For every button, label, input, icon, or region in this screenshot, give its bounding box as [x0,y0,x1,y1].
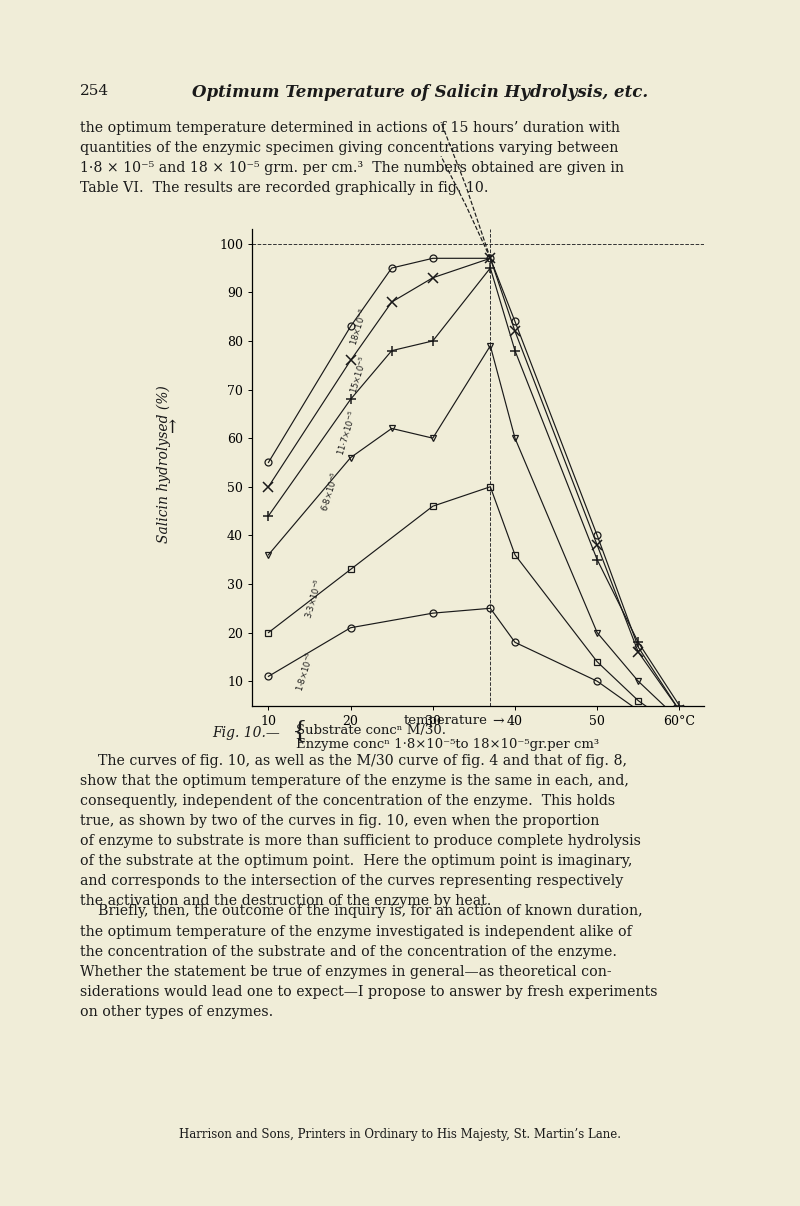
Text: the optimum temperature determined in actions of 15 hours’ duration with
quantit: the optimum temperature determined in ac… [80,121,624,194]
Text: $3{\cdot}3{\times}10^{-5}$: $3{\cdot}3{\times}10^{-5}$ [302,576,326,620]
Text: temperature: temperature [404,714,488,727]
Text: $6{\cdot}8{\times}10^{-5}$: $6{\cdot}8{\times}10^{-5}$ [318,470,342,513]
Text: Optimum Temperature of Salicin Hydrolysis, etc.: Optimum Temperature of Salicin Hydrolysi… [192,84,648,101]
Text: $15{\times}10^{-5}$: $15{\times}10^{-5}$ [347,355,370,396]
Text: 254: 254 [80,84,109,99]
Text: $18{\times}10^{-5}$: $18{\times}10^{-5}$ [347,306,370,346]
Text: Enzyme concⁿ 1·8×10⁻⁵to 18×10⁻⁵gr.per cm³: Enzyme concⁿ 1·8×10⁻⁵to 18×10⁻⁵gr.per cm… [296,738,599,751]
Text: Salicin hydrolysed (%): Salicin hydrolysed (%) [157,386,171,543]
Text: →: → [492,714,504,728]
Text: $11{\cdot}7{\times}10^{-5}$: $11{\cdot}7{\times}10^{-5}$ [334,409,359,457]
Text: Briefly, then, the outcome of the inquiry is, for an action of known duration,
t: Briefly, then, the outcome of the inquir… [80,904,658,1019]
Text: Harrison and Sons, Printers in Ordinary to His Majesty, St. Martin’s Lane.: Harrison and Sons, Printers in Ordinary … [179,1128,621,1141]
Text: $1{\cdot}8{\times}10^{-5}$: $1{\cdot}8{\times}10^{-5}$ [294,650,318,693]
Text: The curves of fig. 10, as well as the M/30 curve of fig. 4 and that of fig. 8,
s: The curves of fig. 10, as well as the M/… [80,754,641,908]
Text: ↑: ↑ [165,420,179,437]
Text: Substrate concⁿ M/30.: Substrate concⁿ M/30. [296,724,446,737]
Text: {: { [292,719,308,743]
Text: Fig. 10.—: Fig. 10.— [212,726,280,740]
